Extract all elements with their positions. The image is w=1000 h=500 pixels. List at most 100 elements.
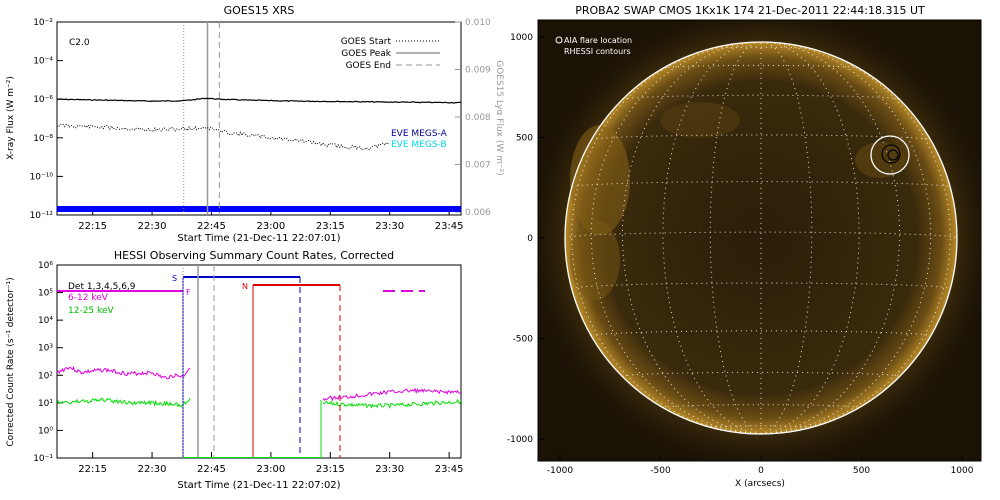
goes-y2-tick-label: 0.010: [465, 18, 491, 28]
goes-x-tick-label: 22:30: [138, 221, 167, 232]
hessi-x-tick-label: 23:00: [256, 464, 285, 475]
marker-s: S: [172, 274, 177, 283]
goes-y-tick-label: 10⁻⁶: [33, 95, 53, 105]
goes-panel: GOES15 XRS 10⁻² 10⁻⁴ 10⁻⁶ 10⁻⁸ 10⁻¹⁰ 10⁻¹² 0.…: [6, 4, 504, 244]
grid-parallel: [710, 425, 812, 428]
goes-y-tick-label: 10⁻¹²: [30, 211, 54, 221]
grid-meridian: [760, 43, 951, 435]
hessi-y-label: Corrected Count Rate (s⁻¹ detector⁻¹): [6, 277, 16, 446]
goes-x-axis: 22:15 22:30 22:45 23:00 23:15 23:30 23:45: [78, 209, 464, 232]
goes-x-tick-label: 22:45: [197, 221, 226, 232]
hessi-x-tick-label: 22:30: [138, 464, 167, 475]
goes-y2-tick-label: 0.006: [465, 208, 491, 218]
hessi-y-tick-label: 10⁰: [38, 426, 53, 436]
active-region-east-south: [570, 220, 620, 300]
goes-long-series: [57, 97, 461, 104]
swap-y-axis: 1000 500 0 -500 -1000: [507, 33, 544, 445]
goes-y-tick-label: 10⁻²: [33, 18, 53, 28]
goes-y-axis: 10⁻² 10⁻⁴ 10⁻⁶ 10⁻⁸ 10⁻¹⁰ 10⁻¹²: [30, 18, 63, 221]
goes-y2-tick-label: 0.007: [465, 161, 491, 171]
swap-x-tick-label: 1000: [951, 466, 974, 476]
goes-plot-frame: [56, 21, 462, 216]
hessi-y-tick-label: 10³: [38, 344, 53, 354]
swap-y-tick-label: -500: [513, 335, 534, 345]
rhessi-contour-outer: [881, 144, 901, 164]
goes-y2-axis: 0.010 0.009 0.008 0.007 0.006: [455, 18, 491, 218]
goes-y2-tick-label: 0.008: [465, 113, 491, 123]
hessi-y-tick-label: 10¹: [38, 399, 53, 409]
grid-parallel: [571, 282, 951, 289]
goes-y-tick-label: 10⁻¹⁰: [30, 172, 54, 182]
aia-legend-swatch: [555, 36, 563, 44]
goes-title: GOES15 XRS: [224, 4, 295, 17]
grid-meridian: [760, 41, 813, 435]
goes-y-label: X-ray Flux (W m⁻²): [6, 76, 16, 160]
goes-x-tick-label: 23:15: [316, 221, 345, 232]
hessi-y-tick-label: 10⁴: [38, 316, 53, 326]
swap-x-axis: -1000 -500 0 500 1000: [547, 455, 974, 476]
swap-y-tick-label: 500: [516, 133, 533, 143]
marker-n: N: [242, 282, 248, 291]
swap-x-label: X (arcsecs): [735, 479, 785, 489]
hessi-x-tick-label: 23:15: [316, 464, 345, 475]
swap-x-tick-label: 500: [853, 466, 870, 476]
hessi-y-tick-label: 10⁶: [38, 261, 53, 271]
hessi-x-tick-label: 23:30: [375, 464, 404, 475]
goes-y-tick-label: 10⁻⁸: [33, 134, 53, 144]
hessi-y-tick-label: 10⁵: [38, 289, 53, 299]
swap-y-tick-label: -1000: [507, 435, 533, 445]
hessi-y-tick-label: 10⁻¹: [33, 454, 53, 464]
grid-parallel: [590, 330, 932, 337]
hessi-title: HESSI Observing Summary Count Rates, Cor…: [114, 249, 394, 262]
aia-flare-location-marker: [870, 135, 910, 175]
legend-goes-end: GOES End: [346, 61, 391, 71]
goes-x-tick-label: 22:15: [78, 221, 107, 232]
hessi-y-tick-label: 10²: [38, 371, 53, 381]
goes-x-tick-label: 23:00: [256, 221, 285, 232]
hessi-6-12-series: [57, 365, 461, 402]
grid-parallel: [710, 46, 812, 49]
hessi-x-tick-label: 23:45: [435, 464, 464, 475]
hessi-x-axis: 22:15 22:30 22:45 23:00 23:15 23:30 23:45: [78, 452, 464, 475]
hessi-y-axis: 10⁶ 10⁵ 10⁴ 10³ 10² 10¹ 10⁰ 10⁻¹: [33, 261, 63, 464]
hessi-12-25-series: [57, 397, 461, 410]
grid-meridian: [709, 41, 762, 435]
hessi-plot-frame: [56, 264, 462, 459]
swap-x-tick-label: -1000: [547, 466, 573, 476]
grid-meridian: [760, 41, 860, 435]
eve-megs-b-label: EVE MEGS-B: [391, 140, 447, 150]
active-region-north: [660, 102, 740, 138]
swap-y-tick-label: 1000: [510, 33, 533, 43]
band-12-25-label: 12-25 keV: [68, 306, 114, 316]
eve-band: [57, 206, 461, 212]
heliographic-grid: [564, 41, 958, 435]
swap-title: PROBA2 SWAP CMOS 1Kx1K 174 21-Dec-2011 2…: [575, 4, 925, 17]
eve-megs-a-label: EVE MEGS-A: [391, 129, 448, 139]
swap-panel: PROBA2 SWAP CMOS 1Kx1K 174 21-Dec-2011 2…: [507, 4, 982, 489]
swap-x-tick-label: 0: [758, 466, 764, 476]
goes-legend: GOES Start GOES Peak GOES End: [341, 37, 440, 71]
goes-y-tick-label: 10⁻⁴: [33, 57, 53, 67]
legend-goes-start: GOES Start: [341, 37, 392, 47]
marker-f: F: [186, 288, 191, 297]
goes-y2-tick-label: 0.009: [465, 66, 491, 76]
swap-frame: [537, 19, 982, 462]
flare-class-label: C2.0: [69, 38, 90, 48]
hessi-x-tick-label: 22:45: [197, 464, 226, 475]
hessi-x-label: Start Time (21-Dec-11 22:07:02): [177, 480, 340, 491]
grid-meridian: [571, 43, 762, 435]
legend-goes-peak: GOES Peak: [341, 49, 391, 59]
goes-x-label: Start Time (21-Dec-11 22:07:01): [177, 233, 340, 244]
detectors-label: Det 1,3,4,5,6,9: [68, 282, 136, 292]
band-6-12-label: 6-12 keV: [68, 293, 109, 303]
goes-x-tick-label: 23:30: [375, 221, 404, 232]
legend-rhessi-contours: RHESSI contours: [564, 47, 631, 56]
hessi-x-tick-label: 22:15: [78, 464, 107, 475]
goes-x-tick-label: 23:45: [435, 221, 464, 232]
hessi-panel: HESSI Observing Summary Count Rates, Cor…: [6, 249, 464, 491]
solar-limb: [564, 41, 958, 435]
rhessi-contour-inner: [887, 149, 899, 161]
active-region-west: [855, 142, 905, 178]
active-region-east: [570, 125, 630, 235]
